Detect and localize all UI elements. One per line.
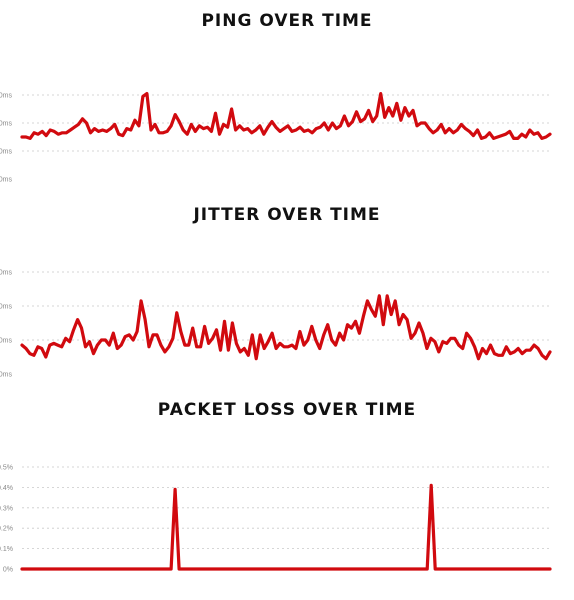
jitter-chart: 0ms 0ms 0ms 0ms [0, 270, 552, 379]
ping-y-tick-label: 0ms [0, 149, 12, 156]
jitter-chart-title: JITTER OVER TIME [193, 205, 381, 225]
packet-loss-chart: 0% 0.1% 0.2% 0.3% 0.4% 0.5% [0, 465, 552, 574]
packet-loss-y-tick-label: 0.2% [0, 526, 13, 533]
ping-y-tick-label: 0ms [0, 93, 12, 100]
jitter-y-tick-label: 0ms [0, 372, 12, 379]
packet-loss-y-tick-label: 0.3% [0, 505, 13, 512]
jitter-y-tick-label: 0ms [0, 270, 12, 277]
packet-loss-chart-title: PACKET LOSS OVER TIME [157, 400, 417, 420]
ping-series-line [20, 92, 552, 140]
ping-chart: 0ms 0ms 0ms 0ms [0, 92, 552, 184]
packet-loss-y-tick-label: 0.5% [0, 465, 13, 472]
ping-y-tick-label: 0ms [0, 121, 12, 128]
packet-loss-series-line [20, 483, 552, 571]
ping-chart-title: PING OVER TIME [201, 11, 373, 31]
packet-loss-y-tick-label: 0.4% [0, 485, 13, 492]
packet-loss-y-tick-label: 0.1% [0, 546, 13, 553]
packet-loss-y-tick-label: 0% [3, 567, 13, 574]
ping-y-tick-label: 0ms [0, 177, 12, 184]
jitter-y-tick-label: 0ms [0, 338, 12, 345]
jitter-y-tick-label: 0ms [0, 304, 12, 311]
jitter-series-line [20, 294, 552, 361]
